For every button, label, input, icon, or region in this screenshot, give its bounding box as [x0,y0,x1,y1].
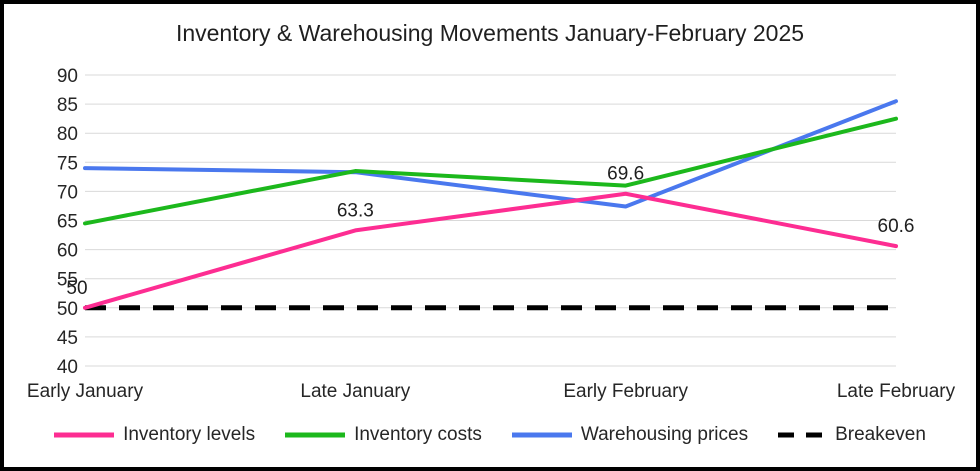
y-axis-tick-label: 85 [57,95,78,116]
legend-label: Breakeven [835,424,926,445]
series-line-warehousing-prices [83,99,898,209]
chart-title: Inventory & Warehousing Movements Januar… [175,20,805,46]
legend-item-inventory-levels: Inventory levels [54,424,255,446]
y-axis-tick-label: 45 [57,328,78,349]
series-line-inventory-levels [83,191,898,310]
y-axis-tick-label: 40 [57,357,78,378]
legend-line-swatch [285,432,346,438]
x-axis-category-label: Early January [27,381,144,402]
series-line-inventory-costs [83,116,898,226]
x-axis-category-label: Early February [563,381,688,402]
legend-line-swatch [511,432,572,438]
data-point-label: 60.6 [878,216,915,237]
legend-dash-swatch [778,432,827,438]
legend-item-inventory-costs: Inventory costs [285,424,482,446]
data-point-label: 69.6 [607,164,644,185]
chart-legend: Inventory levels Inventory costs Warehousi… [4,424,976,446]
y-axis-tick-label: 80 [57,124,78,145]
legend-label: Inventory levels [123,424,256,445]
y-axis-tick-label: 55 [57,270,78,291]
y-axis-tick-label: 90 [57,66,78,87]
y-axis-tick-label: 60 [57,241,78,262]
legend-line-swatch [54,432,115,438]
legend-item-breakeven: Breakeven [778,424,926,446]
y-axis-tick-label: 70 [57,182,78,203]
y-axis-tick-label: 50 [57,299,78,320]
legend-item-warehousing-prices: Warehousing prices [511,424,749,446]
legend-label: Warehousing prices [580,424,749,445]
y-axis-tick-label: 65 [57,212,78,233]
x-axis-category-label: Late February [837,381,956,402]
x-axis-category-label: Late January [300,381,410,402]
y-axis-tick-label: 75 [57,153,78,174]
data-point-label: 50 [66,278,87,299]
data-point-label: 63.3 [337,200,374,221]
legend-label: Inventory costs [354,424,482,445]
